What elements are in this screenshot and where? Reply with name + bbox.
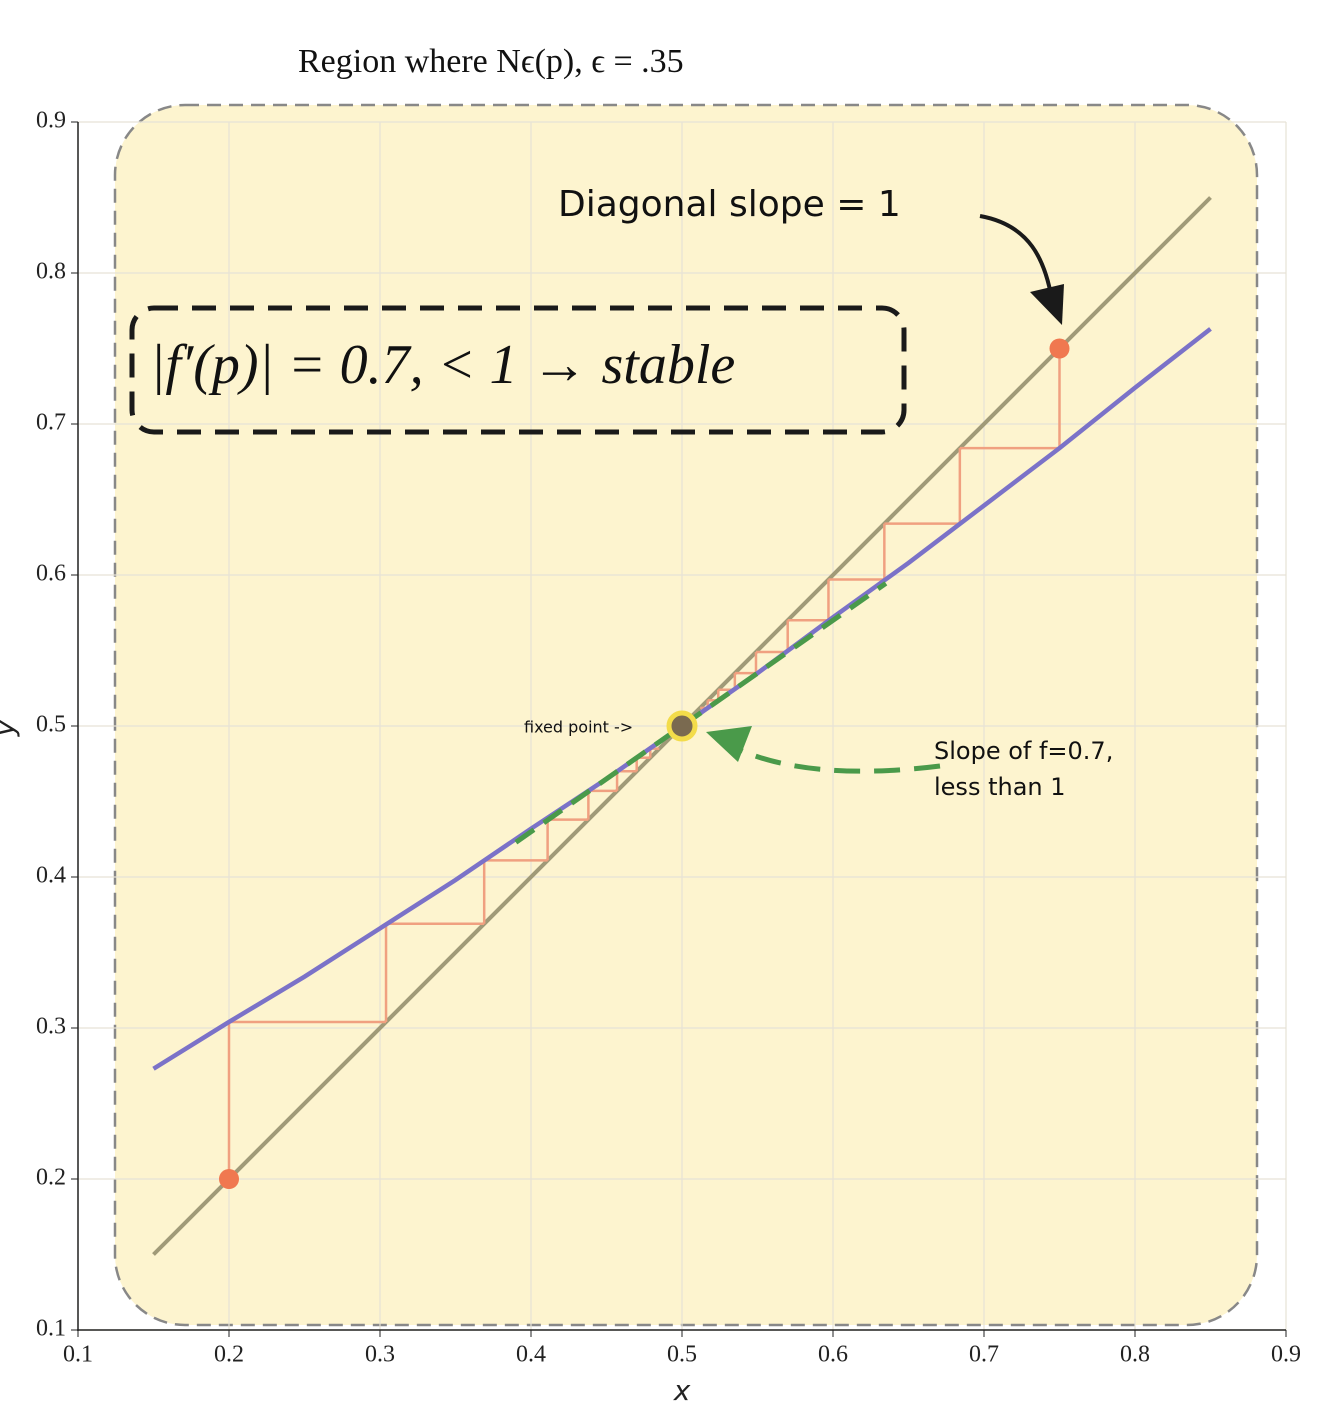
fixed-note: fixed point -> — [524, 718, 633, 737]
diagonal-note: Diagonal slope = 1 — [558, 184, 901, 225]
fixed-point — [666, 710, 698, 742]
stability-box — [129, 305, 907, 435]
stability-text: |f′(p)| = 0.7, < 1 → stable — [150, 334, 735, 396]
y-tick-label: 0.1 — [36, 1316, 66, 1342]
x-axis-label: x — [673, 1374, 691, 1407]
y-tick-label: 0.6 — [36, 561, 66, 587]
y-tick-label: 0.3 — [36, 1014, 66, 1040]
y-tick-label: 0.4 — [36, 863, 66, 889]
x-tick-label: 0.7 — [969, 1342, 999, 1368]
x-tick-label: 0.3 — [365, 1342, 395, 1368]
start-point — [219, 1169, 239, 1189]
x-tick-label: 0.1 — [63, 1342, 93, 1368]
x-tick-label: 0.4 — [516, 1342, 546, 1368]
diagonal-arrow — [979, 214, 1054, 301]
slope-arrow — [738, 747, 941, 774]
plot — [152, 196, 1212, 1256]
y-tick-label: 0.7 — [36, 410, 66, 436]
y-tick-label: 0.8 — [36, 259, 66, 285]
y-tick-label: 0.2 — [36, 1165, 66, 1191]
slope-note: Slope of f=0.7, — [934, 737, 1113, 765]
tangent-line — [514, 581, 888, 845]
start-point — [1049, 338, 1070, 359]
x-tick-label: 0.2 — [214, 1342, 244, 1368]
x-tick-label: 0.8 — [1120, 1342, 1150, 1368]
x-tick-label: 0.9 — [1271, 1342, 1301, 1368]
y-axis-label: y — [0, 719, 21, 737]
y-tick-label: 0.5 — [36, 712, 66, 738]
y-tick-label: 0.9 — [36, 108, 66, 134]
x-tick-label: 0.5 — [667, 1342, 697, 1368]
x-tick-label: 0.6 — [818, 1342, 848, 1368]
slope-note: less than 1 — [934, 773, 1066, 801]
grid — [77, 121, 1287, 1331]
diagonal-arrowhead — [1030, 284, 1064, 325]
slope-arrowhead — [706, 726, 752, 762]
chart-title: Region where Nϵ(p), ϵ = .35 — [298, 43, 684, 80]
